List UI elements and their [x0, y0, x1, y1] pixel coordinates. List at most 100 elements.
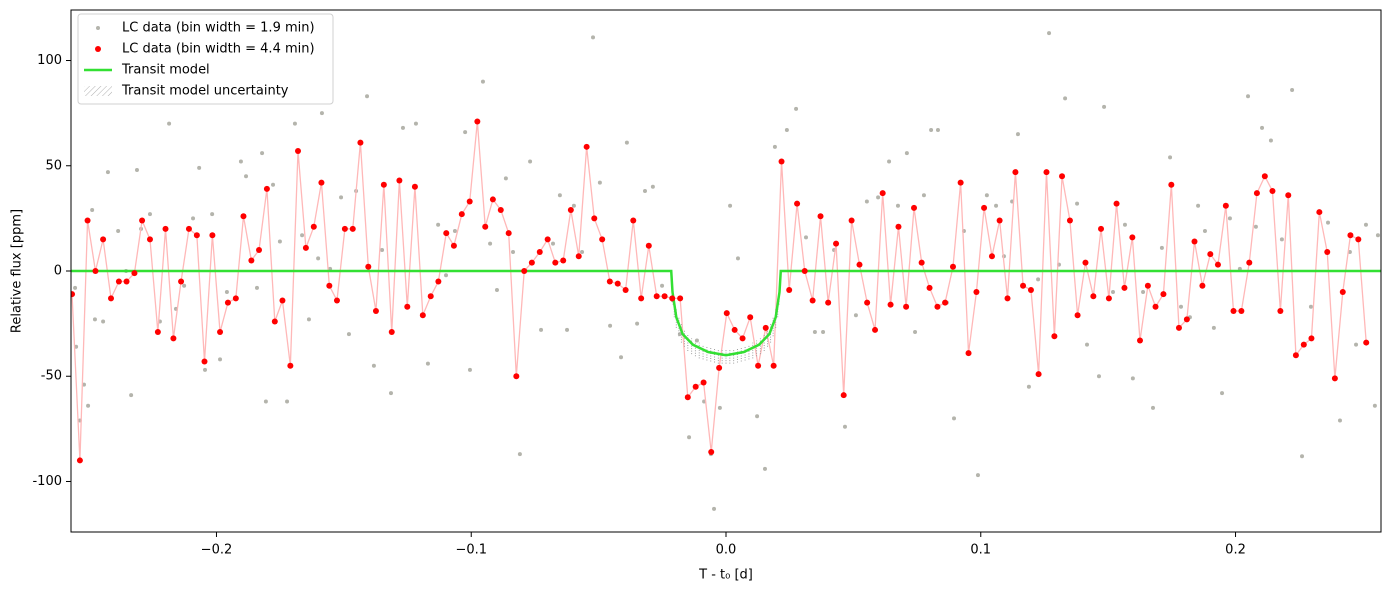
data-point — [1230, 307, 1237, 314]
data-point — [1136, 337, 1143, 344]
data-point — [436, 222, 441, 227]
y-tick-label: -100 — [32, 474, 62, 489]
data-point — [1300, 454, 1305, 459]
data-point — [404, 303, 411, 310]
data-point — [716, 364, 723, 371]
data-point — [1047, 31, 1052, 36]
data-point — [567, 206, 574, 213]
data-point — [661, 293, 668, 300]
data-point — [913, 330, 918, 335]
data-point — [306, 317, 311, 322]
data-point — [606, 278, 613, 285]
data-point — [425, 361, 430, 366]
y-tick-label: 50 — [45, 158, 62, 173]
data-point — [521, 268, 528, 274]
data-point — [935, 127, 940, 132]
legend-marker — [96, 26, 100, 30]
data-point — [1355, 236, 1362, 243]
data-point — [1300, 341, 1307, 348]
data-point — [232, 295, 239, 302]
data-point — [115, 278, 122, 285]
data-point — [271, 318, 278, 325]
data-point — [105, 170, 110, 175]
data-point — [801, 268, 808, 274]
data-point — [217, 329, 224, 336]
data-point — [624, 140, 629, 145]
data-point — [557, 193, 562, 198]
data-point — [396, 177, 403, 184]
data-point — [1110, 290, 1115, 295]
data-point — [1261, 173, 1268, 180]
data-point — [812, 330, 817, 335]
data-point — [735, 256, 740, 261]
data-point — [1222, 202, 1229, 209]
data-point — [934, 303, 941, 310]
data-point — [803, 235, 808, 240]
data-point — [339, 195, 344, 200]
data-point — [1220, 391, 1225, 396]
data-point — [494, 287, 499, 292]
data-point — [1090, 293, 1097, 300]
data-point — [224, 290, 229, 295]
legend-marker — [95, 46, 101, 52]
data-point — [864, 299, 871, 306]
data-point — [482, 223, 489, 230]
data-point — [170, 335, 177, 342]
data-point — [731, 326, 738, 333]
data-point — [224, 299, 231, 306]
data-point — [380, 181, 387, 188]
data-point — [684, 394, 691, 401]
data-point — [400, 125, 405, 130]
data-point — [147, 212, 152, 217]
legend-patch — [84, 86, 112, 96]
data-point — [887, 301, 894, 308]
axes-layer: −0.2 −0.1 0.0 0.1 0.2 -100 -50 0 50 100 — [32, 53, 1245, 557]
data-point — [1253, 190, 1260, 197]
y-tick-label: 0 — [54, 264, 62, 279]
data-point — [1074, 312, 1081, 319]
data-point — [101, 319, 106, 324]
data-point — [450, 242, 457, 249]
data-point — [1339, 289, 1346, 296]
data-point — [419, 312, 426, 319]
data-point — [1082, 259, 1089, 266]
data-point — [302, 244, 309, 251]
data-point — [1308, 335, 1315, 342]
data-point — [240, 213, 247, 220]
data-point — [642, 189, 647, 194]
data-point — [1141, 290, 1146, 295]
data-point — [146, 236, 153, 243]
data-point — [692, 383, 699, 390]
data-point — [341, 225, 348, 232]
data-point — [770, 362, 777, 369]
data-point — [1121, 284, 1128, 291]
data-point — [279, 297, 286, 304]
data-point — [708, 449, 715, 456]
data-point — [853, 313, 858, 318]
data-point — [1059, 173, 1066, 180]
data-point — [645, 242, 652, 249]
data-point — [1012, 169, 1019, 176]
data-point — [809, 297, 816, 304]
data-point — [1051, 333, 1058, 340]
y-tick-label: -50 — [41, 369, 62, 384]
data-point — [1375, 233, 1380, 238]
data-point — [762, 324, 769, 331]
data-point — [1179, 304, 1184, 309]
data-point — [285, 399, 290, 404]
data-point — [1027, 286, 1034, 293]
data-point — [965, 350, 972, 357]
data-point — [1183, 316, 1190, 323]
data-point — [747, 314, 754, 321]
data-point — [1113, 200, 1120, 207]
data-point — [107, 295, 114, 302]
data-point — [1290, 87, 1295, 92]
data-point — [92, 268, 99, 274]
data-point — [452, 229, 457, 234]
legend-label: LC data (bin width = 1.9 min) — [122, 21, 315, 36]
data-point — [544, 236, 551, 243]
data-point — [1227, 216, 1232, 221]
data-point — [848, 217, 855, 224]
data-point — [565, 327, 570, 332]
